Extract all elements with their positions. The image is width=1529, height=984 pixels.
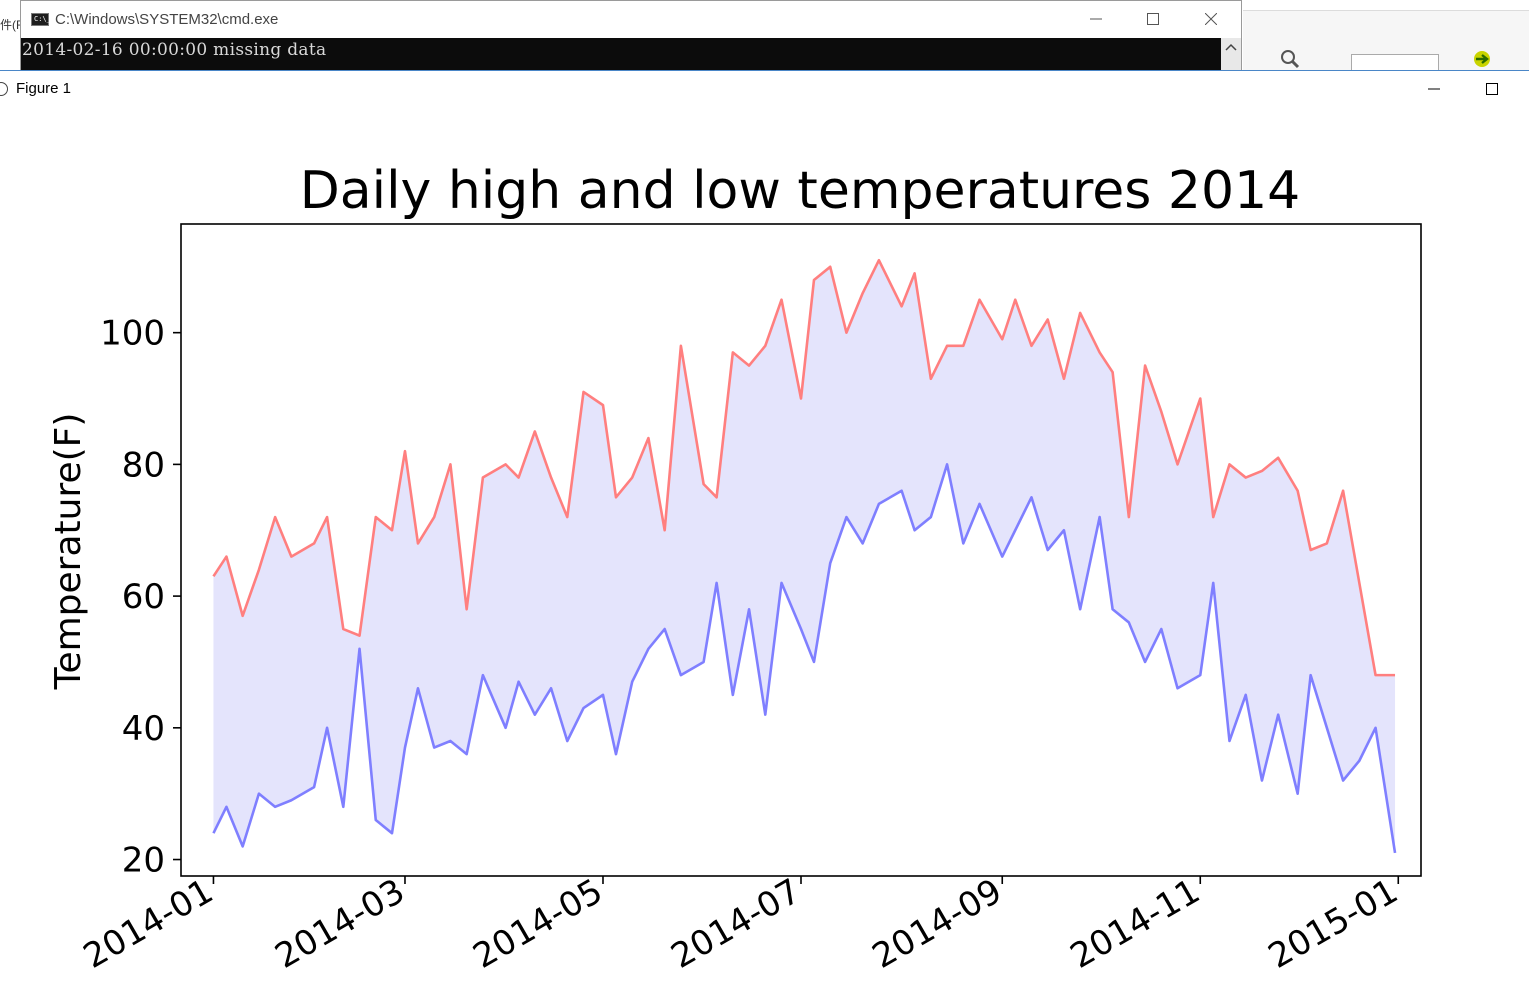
x-tick-label: 2014-07	[664, 871, 807, 977]
minimize-button[interactable]	[1073, 1, 1119, 37]
x-tick-label: 2015-01	[1262, 871, 1405, 977]
close-icon	[1205, 13, 1217, 25]
maximize-button[interactable]	[1130, 1, 1176, 37]
y-tick-label: 100	[100, 314, 165, 354]
matplotlib-icon	[0, 82, 8, 96]
series-line-low	[212, 463, 1397, 854]
cmd-window[interactable]: C:\_ C:\Windows\SYSTEM32\cmd.exe 2014-02…	[20, 0, 1242, 70]
figure-maximize-button[interactable]	[1469, 71, 1515, 107]
background-toolbar	[1243, 10, 1529, 72]
console-icon: C:\_	[31, 13, 51, 26]
cmd-titlebar[interactable]: C:\_ C:\Windows\SYSTEM32\cmd.exe	[21, 1, 1241, 38]
maximize-icon	[1147, 13, 1159, 25]
x-tick-label: 2014-11	[1064, 871, 1207, 977]
y-tick-label: 80	[122, 445, 165, 485]
series-line-high	[212, 258, 1396, 677]
x-tick-label: 2014-03	[268, 871, 411, 977]
y-tick-label: 40	[122, 709, 165, 749]
chart-title: Daily high and low temperatures 2014	[300, 161, 1301, 221]
arrow-right-icon[interactable]	[1471, 49, 1495, 71]
y-tick-label: 20	[122, 841, 165, 881]
close-button[interactable]	[1188, 1, 1234, 37]
figure-title: Figure 1	[16, 80, 72, 97]
figure-canvas[interactable]: Daily high and low temperatures 2014 Tem…	[0, 106, 1529, 984]
fill-between-area	[213, 260, 1396, 853]
cmd-title: C:\Windows\SYSTEM32\cmd.exe	[55, 11, 279, 28]
console-scrollbar[interactable]	[1221, 38, 1241, 70]
zoom-icon[interactable]	[1279, 49, 1301, 71]
chevron-up-icon[interactable]	[1225, 42, 1237, 52]
y-axis-label: Temperature(F)	[48, 413, 89, 691]
minimize-icon	[1090, 18, 1102, 20]
console-output[interactable]: 2014-02-16 00:00:00 missing data	[21, 38, 1221, 70]
figure-minimize-button[interactable]	[1411, 71, 1457, 107]
console-line: 2014-02-16 00:00:00 missing data	[22, 40, 327, 60]
maximize-icon	[1486, 83, 1498, 95]
x-tick-label: 2014-09	[866, 871, 1009, 977]
x-tick-label: 2014-01	[77, 871, 220, 977]
figure-titlebar[interactable]: Figure 1	[0, 70, 1529, 106]
minimize-icon	[1428, 88, 1440, 90]
y-tick-label: 60	[122, 577, 165, 617]
x-tick-label: 2014-05	[466, 871, 609, 977]
